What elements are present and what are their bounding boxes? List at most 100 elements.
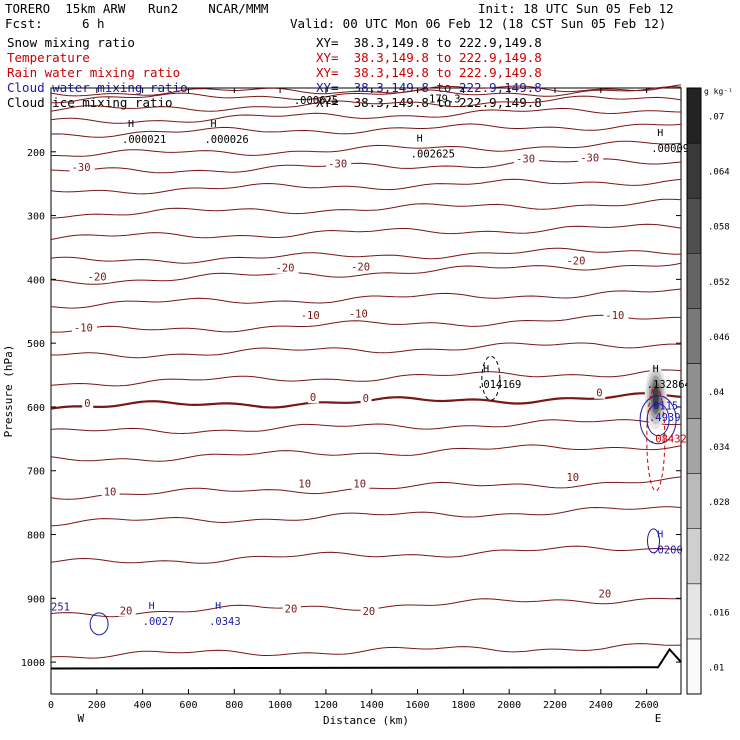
isotherm-label: 0	[310, 392, 316, 404]
maximum-marker: H	[657, 128, 663, 139]
isotherm-label: 20	[285, 603, 298, 615]
isotherm-line	[50, 107, 682, 124]
isotherm-label-bg	[596, 588, 615, 600]
x-tick-label: 600	[179, 700, 197, 711]
maximum-marker: H	[657, 530, 663, 541]
maximum-value-label: .0027	[143, 616, 175, 628]
maximum-value-label: .08432	[649, 434, 687, 446]
field-xy-temperature: XY= 38.3,149.8 to 222.9,149.8	[316, 50, 542, 65]
colorbar-level-label: .046	[708, 333, 730, 343]
isotherm-label-bg	[594, 387, 606, 399]
colorbar-level-label: .064	[708, 168, 730, 178]
isotherm-label-bg	[307, 392, 319, 404]
isotherm-label: -30	[580, 152, 599, 164]
y-tick-label: 600	[27, 403, 45, 414]
y-tick-label: 800	[27, 531, 45, 542]
isotherm-label: -10	[74, 323, 93, 335]
maximum-value-label: .002625	[411, 149, 455, 161]
isotherm-label-bg	[273, 262, 299, 274]
isotherm-line	[51, 314, 681, 333]
x-tick-label: 1000	[268, 700, 292, 711]
isotherm-label: 0	[363, 393, 369, 405]
isotherm-line	[50, 123, 682, 138]
maximum-value-label: .000625	[294, 95, 338, 107]
forecast-label: Fcst:	[5, 16, 43, 31]
colorbar-segment	[686, 363, 702, 419]
isotherm-label-bg	[117, 605, 136, 617]
isotherm-line	[50, 288, 682, 309]
colorbar-level-label: .028	[708, 498, 730, 508]
x-tick-label: 2000	[497, 700, 521, 711]
isotherm-line	[50, 419, 682, 435]
colorbar-segment	[686, 473, 702, 529]
x-tick-label: 2200	[543, 700, 567, 711]
isotherm-line	[50, 95, 682, 112]
maximum-value-label: 251	[51, 601, 70, 613]
y-axis-title: Pressure (hPa)	[2, 345, 15, 438]
maximum-value-label: .000026	[204, 134, 248, 146]
colorbar-segment	[686, 197, 702, 254]
maximum-marker: H	[149, 601, 155, 612]
y-tick-label: 200	[27, 148, 45, 159]
x-tick-label: 1400	[360, 700, 384, 711]
isotherm-label: 10	[566, 472, 579, 484]
isotherm-label: -30	[516, 154, 535, 166]
isotherm-label-bg	[298, 309, 324, 321]
maximum-marker: H	[128, 119, 134, 130]
isotherm-label-bg	[346, 308, 372, 320]
colorbar-level-label: .07	[708, 113, 724, 123]
isotherm-line	[50, 444, 682, 462]
endpoint-west: W	[77, 712, 84, 725]
colorbar-level-label: .058	[708, 223, 730, 233]
isotherm-label-bg	[101, 486, 120, 498]
maximum-marker: H	[210, 119, 216, 130]
maximum-value-label: .4939	[649, 412, 681, 424]
colorbar-level-label: .016	[708, 608, 730, 618]
colorbar-level-label: .052	[708, 278, 730, 288]
isotherm-line	[50, 643, 682, 659]
isotherm-line	[50, 86, 682, 104]
isotherm-line	[50, 247, 682, 264]
isotherm-label: 20	[599, 589, 612, 601]
x-tick-label: 200	[88, 700, 106, 711]
y-tick-label: 400	[27, 275, 45, 286]
x-tick-label: 0	[48, 700, 54, 711]
field-name-temperature: Temperature	[7, 50, 90, 65]
isotherm-label-bg	[603, 309, 629, 321]
x-tick-label: 1200	[314, 700, 338, 711]
colorbar-unit-label: g kg⁻¹	[704, 87, 733, 96]
y-tick-label: 1000	[21, 658, 45, 669]
model-title: TORERO 15km ARW Run2 NCAR/MMM	[5, 1, 269, 16]
isotherm-label: -10	[301, 310, 320, 322]
isotherm-label-bg	[564, 471, 583, 483]
isotherm-label-bg	[564, 255, 590, 267]
colorbar-level-label: .01	[708, 663, 724, 673]
isotherm-line	[50, 198, 682, 219]
maximum-value-label: .0200	[651, 545, 683, 557]
y-tick-label: 700	[27, 467, 45, 478]
isotherm-label: 20	[363, 606, 376, 618]
colorbar-segment	[686, 418, 702, 474]
maximum-marker: H	[653, 364, 659, 375]
isotherm-label-bg	[578, 152, 604, 164]
maximum-value-label: .000094	[651, 143, 695, 155]
isotherm-label-bg	[514, 153, 540, 165]
isotherm-line	[51, 342, 682, 359]
isotherm-label: -20	[566, 256, 585, 268]
isotherm-label-bg	[326, 158, 352, 170]
isotherm-label: 0	[84, 398, 90, 410]
rain-water-contour	[646, 386, 666, 492]
plot-frame	[50, 87, 682, 695]
x-tick-label: 2400	[589, 700, 613, 711]
maximum-marker: H	[483, 364, 489, 375]
isotherm-line	[50, 262, 682, 285]
maximum-marker: H	[215, 601, 221, 612]
cloud-water-contour	[89, 612, 109, 636]
x-tick-label: 800	[225, 700, 243, 711]
maximum-value-label: .0343	[209, 616, 241, 628]
isotherm-label-bg	[351, 478, 370, 490]
isotherm-line	[50, 84, 682, 97]
isotherm-label-bg	[349, 261, 375, 273]
